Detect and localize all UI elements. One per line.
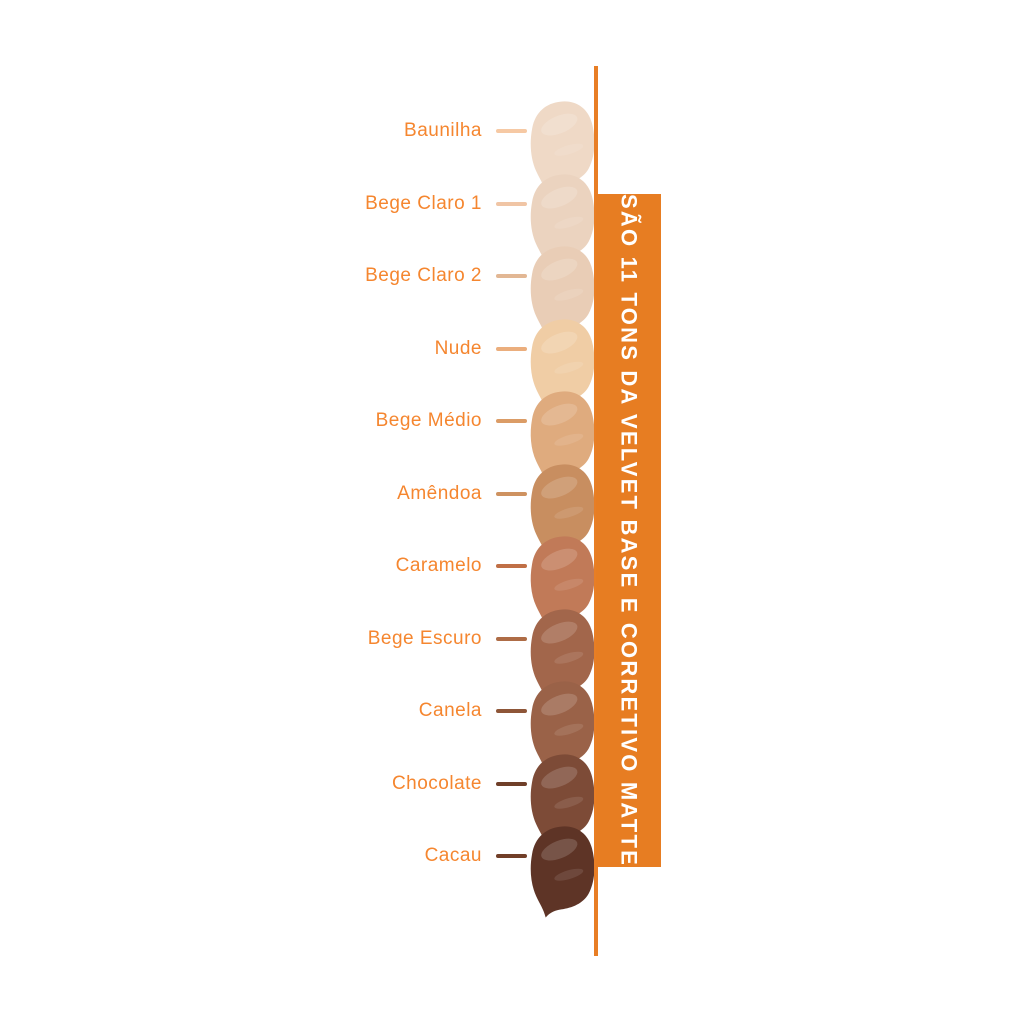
shade-label: Amêndoa [397, 482, 482, 504]
swatch-highlight [541, 693, 578, 716]
swatch-blob [530, 101, 595, 193]
shade-dash-icon [496, 781, 527, 786]
swatch-highlight [554, 868, 584, 881]
shade-dash-icon [496, 709, 527, 713]
swatch-highlight [554, 796, 584, 809]
swatch-highlight [554, 143, 584, 156]
shade-swatch [530, 536, 595, 628]
shade-label: Cacau [424, 845, 482, 866]
shade-label: Bege Claro 1 [365, 192, 482, 214]
swatch-highlight [554, 506, 584, 519]
shade-swatch [530, 463, 595, 556]
swatch-highlight [541, 766, 578, 789]
shade-label: Canela [418, 700, 482, 721]
banner-text: SÃO 11 TONS DA VELVET BASE E CORRETIVO M… [616, 194, 642, 867]
banner: SÃO 11 TONS DA VELVET BASE E CORRETIVO M… [596, 194, 661, 867]
shade-dash-icon [496, 129, 527, 133]
shade-label: Nude [434, 337, 482, 359]
shade-label: Caramelo [395, 555, 482, 576]
shade-dash-icon [496, 346, 527, 351]
swatch-blob [530, 246, 595, 338]
swatch-highlight [541, 331, 578, 354]
shade-dash-icon [496, 636, 527, 641]
swatch-highlight [541, 113, 578, 136]
shade-swatch [530, 173, 595, 266]
swatch-blob [530, 681, 595, 773]
shade-dash-icon [496, 491, 527, 496]
shade-dash-icon [496, 274, 527, 278]
shade-dash-icon [496, 419, 527, 423]
swatch-blob [530, 753, 595, 846]
shade-swatch [530, 246, 595, 338]
shade-dash-icon [496, 564, 527, 568]
swatch-highlight [554, 288, 584, 301]
shade-swatch [530, 318, 595, 411]
shade-swatch [530, 681, 595, 773]
shade-swatch [530, 608, 595, 701]
shade-swatch [530, 101, 595, 193]
swatch-blob [530, 826, 595, 918]
swatch-highlight [541, 621, 578, 644]
swatch-highlight [541, 403, 578, 426]
swatch-highlight [554, 361, 584, 374]
shade-swatch [530, 753, 595, 846]
swatch-blob [530, 536, 595, 628]
shade-label: Bege Médio [375, 410, 482, 431]
swatch-blob [530, 463, 595, 556]
swatch-highlight [554, 651, 584, 664]
shade-label: Bege Claro 2 [365, 265, 482, 286]
swatch-blob [530, 173, 595, 266]
swatch-highlight [541, 258, 578, 281]
swatch-highlight [541, 838, 578, 861]
swatch-highlight [541, 548, 578, 571]
swatch-blob [530, 391, 595, 483]
swatch-highlight [554, 216, 584, 229]
shade-dash-icon [496, 854, 527, 858]
swatch-highlight [541, 476, 578, 499]
shade-dash-icon [496, 201, 527, 206]
shade-label: Baunilha [404, 120, 482, 141]
shade-label: Chocolate [391, 772, 482, 794]
shade-swatch [530, 826, 595, 918]
swatch-blob [530, 318, 595, 411]
swatch-highlight [554, 723, 584, 736]
swatch-highlight [554, 433, 584, 446]
shade-label: Bege Escuro [367, 627, 482, 649]
swatch-highlight [541, 186, 578, 209]
swatch-blob [530, 608, 595, 701]
shade-swatch [530, 391, 595, 483]
swatch-highlight [554, 578, 584, 591]
